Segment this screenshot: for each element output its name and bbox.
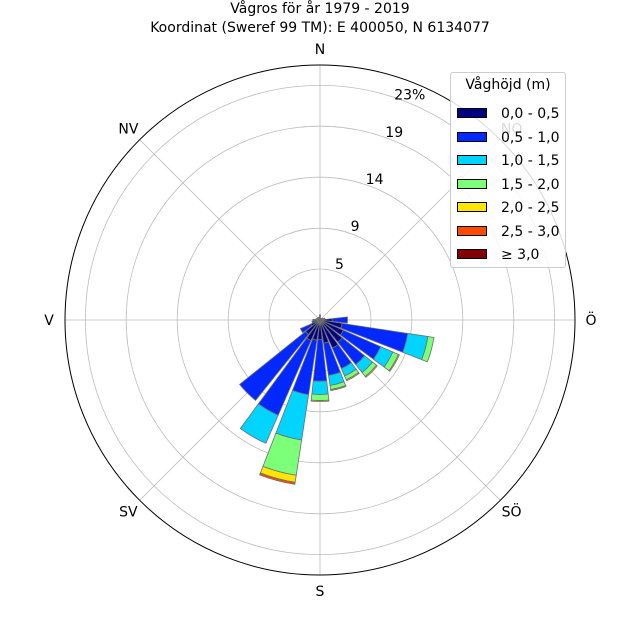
wedge-segment (318, 316, 321, 319)
ring-gridline (125, 125, 515, 515)
direction-label: Ö (585, 311, 596, 329)
wedge-segment (388, 353, 400, 372)
legend-entry: ≥ 3,0 (457, 246, 565, 264)
legend-entry: 2,5 - 3,0 (457, 223, 565, 241)
wedge-segment (311, 380, 329, 395)
radial-tick-label: 23% (394, 87, 425, 103)
wedge-segment (330, 385, 347, 392)
wedge-segment (331, 316, 348, 324)
legend-swatch (457, 108, 487, 118)
direction-label: S (316, 584, 325, 600)
legend-swatch (457, 202, 487, 212)
legend-entry: 0,5 - 1,0 (457, 129, 565, 147)
wedge-segment (312, 318, 316, 322)
wedge-segment (239, 330, 310, 401)
wedge-segment (239, 403, 279, 444)
radial-tick-label: 9 (351, 219, 360, 235)
wedge-segment (310, 393, 330, 401)
direction-label: SV (119, 505, 138, 521)
wedge-segment (311, 320, 315, 324)
legend-swatch (457, 249, 487, 259)
ring-gridline (176, 176, 464, 464)
direction-label: N (315, 42, 325, 58)
radial-tick-label: 19 (385, 125, 403, 141)
direction-label: V (44, 313, 54, 329)
chart-title: Vågros för år 1979 - 2019 (230, 1, 410, 17)
wedge-segment (364, 364, 378, 378)
legend-label: 1,0 - 1,5 (501, 153, 560, 169)
legend-swatch (457, 155, 487, 165)
legend-entry: 1,5 - 2,0 (457, 176, 565, 194)
polar-frame (64, 64, 576, 576)
direction-label: NV (118, 121, 138, 137)
direction-label: SÖ (502, 503, 522, 521)
legend-label: 2,5 - 3,0 (501, 223, 560, 240)
legend-label: ≥ 3,0 (501, 247, 540, 263)
wedge-segment (310, 399, 330, 403)
legend-label: 0,0 - 0,5 (501, 106, 560, 122)
wedge-segment (345, 372, 360, 382)
legend-title: Våghöjd (m) (465, 77, 551, 93)
ring-gridline (84, 84, 556, 556)
legend: Våghöjd (m) 0,0 - 0,5 0,5 - 1,0 1,0 - 1,5 1… (450, 72, 566, 268)
radial-tick-label: 14 (366, 172, 384, 188)
legend-label: 2,0 - 2,5 (501, 200, 560, 216)
legend-swatch (457, 178, 487, 189)
legend-entry: 1,0 - 1,5 (457, 152, 565, 170)
wedge-segment (259, 472, 296, 485)
legend-swatch (457, 131, 487, 142)
legend-label: 1,5 - 2,0 (501, 176, 560, 193)
wedge-segment (315, 318, 318, 320)
wedge-segment (299, 323, 313, 334)
legend-label: 0,5 - 1,0 (501, 129, 560, 146)
radial-tick-label: 5 (335, 257, 344, 273)
wedge-segment (421, 336, 435, 363)
legend-swatch (457, 225, 487, 236)
chart-subtitle: Koordinat (Sweref 99 TM): E 400050, N 61… (150, 20, 490, 36)
radial-gridline (139, 139, 321, 321)
legend-entry: 0,0 - 0,5 (457, 105, 565, 123)
ring-gridline (227, 227, 413, 413)
legend-entry: 2,0 - 2,5 (457, 199, 565, 217)
